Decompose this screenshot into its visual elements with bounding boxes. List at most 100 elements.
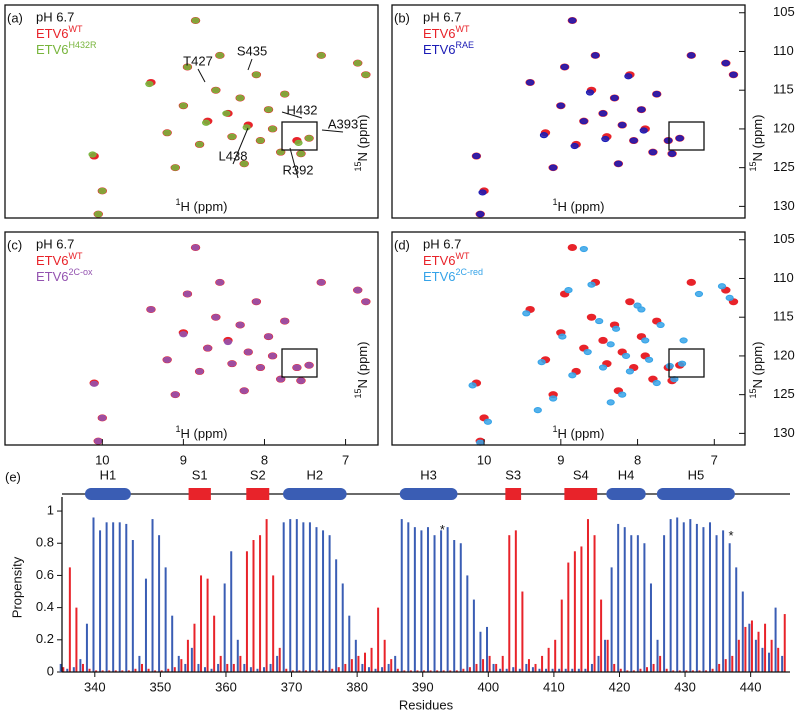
peak (252, 71, 261, 78)
bar (468, 667, 471, 672)
bar (521, 591, 524, 672)
peak (361, 71, 370, 78)
bar (127, 670, 130, 672)
peak (644, 356, 654, 363)
panel-label: (e) (5, 469, 21, 484)
bar (259, 535, 262, 672)
annotation-leader (247, 58, 253, 71)
bar (213, 615, 216, 672)
x-axis-label: 1H (ppm) (553, 197, 605, 214)
y-tick-label: 130 (773, 198, 795, 213)
y-tick-label: 0.6 (36, 567, 54, 582)
bar (184, 663, 187, 672)
bar (387, 663, 390, 672)
bar (754, 639, 757, 672)
peak (472, 152, 481, 160)
panel-label: (c) (7, 237, 22, 252)
peak (579, 245, 588, 253)
bar (722, 530, 725, 672)
x-axis-label-sup: H (ppm) (181, 199, 228, 214)
bar (442, 670, 445, 672)
bar (230, 551, 233, 672)
peak (556, 102, 565, 109)
bar (383, 639, 386, 672)
peak (598, 110, 608, 117)
peak (558, 333, 567, 340)
bar (646, 667, 649, 672)
peak (317, 279, 326, 286)
peak (585, 89, 595, 96)
peak (664, 137, 673, 144)
bar (783, 614, 786, 672)
bar (643, 543, 646, 672)
peak (163, 129, 172, 136)
bar (331, 668, 334, 672)
structure-label: H5 (688, 467, 705, 482)
peak (476, 211, 485, 218)
peak (201, 119, 211, 126)
bar (217, 663, 220, 672)
bar (757, 631, 760, 672)
legend-entry-sup: 2C-red (456, 267, 484, 277)
bar (186, 639, 189, 672)
y-tick-label: 110 (773, 43, 794, 58)
bar (538, 668, 541, 672)
y-tick-label: 130 (773, 425, 795, 440)
bar (167, 668, 170, 672)
x-axis-label: 1H (ppm) (553, 424, 605, 441)
bar (318, 670, 321, 672)
bar (190, 647, 193, 672)
bar (328, 535, 331, 672)
peak (98, 414, 107, 421)
peak (215, 279, 224, 286)
peak (146, 306, 156, 313)
peak (242, 124, 251, 131)
peak (587, 281, 596, 288)
x-tick-label: 370 (281, 679, 303, 694)
bar (344, 663, 347, 672)
y-axis-label: 15N (ppm) (353, 115, 370, 172)
bar (232, 663, 235, 672)
peak (361, 298, 370, 305)
peak (268, 125, 277, 133)
x-axis-label-main: 1 (176, 424, 181, 434)
bar (158, 535, 161, 672)
bar (455, 670, 458, 672)
bar (600, 599, 603, 672)
x-axis-label-main: 1 (176, 197, 181, 207)
bar (551, 668, 554, 672)
peak (721, 59, 730, 67)
legend-entry-main: ETV6 (423, 269, 456, 284)
propensity-chart: (e) H1 S1 S2 H2 H3 S3 S4 H4 H5 0 0.2 0.4 0.6 0.8 1 340 35… (5, 467, 790, 712)
bar (210, 668, 213, 672)
legend-entry-sup: RAE (456, 40, 475, 50)
bar (702, 527, 705, 672)
legend-entry: ETV6H432R (36, 40, 97, 57)
peak (90, 380, 99, 387)
bar (466, 575, 469, 672)
peak (665, 362, 674, 370)
bar (626, 670, 629, 672)
peak (694, 290, 704, 298)
x-tick-label: 7 (711, 452, 718, 467)
legend-entry: ETV62C-ox (36, 267, 93, 284)
bar (499, 668, 502, 672)
y-axis-label: 15N (ppm) (353, 342, 370, 399)
x-tick-label: 9 (557, 452, 564, 467)
bar (95, 670, 98, 672)
structure-label: S2 (250, 467, 266, 482)
bar (774, 607, 777, 672)
peak (280, 90, 289, 98)
bar (708, 522, 711, 672)
y-tick-label: 0 (47, 663, 54, 678)
bar (770, 639, 773, 672)
x-axis-label-sup: H (ppm) (181, 426, 228, 441)
peak (637, 306, 646, 313)
bar (554, 639, 557, 672)
peak (211, 314, 220, 321)
bar (219, 655, 222, 672)
bar (85, 623, 88, 672)
bar (604, 639, 607, 672)
bar (482, 659, 485, 672)
